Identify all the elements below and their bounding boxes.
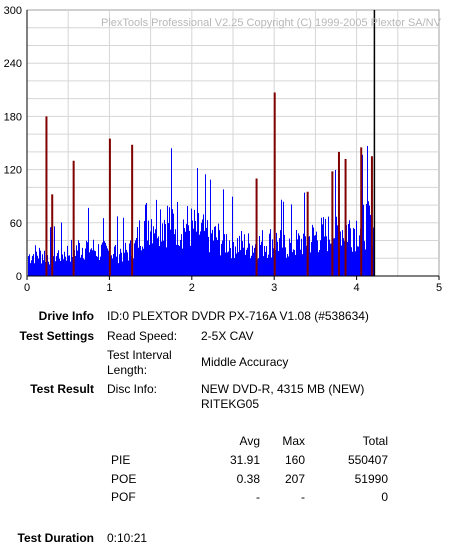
y-tick-label: 60 — [10, 218, 22, 230]
stats-row-poe-name: POE — [111, 472, 137, 486]
x-tick-label: 2 — [189, 282, 195, 294]
interval-value: Middle Accuracy — [201, 355, 289, 369]
x-tick-label: 1 — [106, 282, 112, 294]
stats-row-poe-total: 51990 — [354, 472, 388, 486]
stats-row-pie-total: 550407 — [347, 453, 388, 467]
y-tick-label: 300 — [4, 5, 22, 17]
test-result-label: Test Result — [30, 382, 94, 396]
chart-svg: 0 1 2 3 4 5 0 60 120 180 240 300 PlexTools Professi… — [4, 5, 442, 294]
stats-header-max: Max — [282, 434, 305, 448]
x-tick-label: 0 — [24, 282, 30, 294]
test-duration-label: Test Duration — [17, 531, 94, 545]
stats-row-poe-avg: 0.38 — [236, 472, 260, 486]
drive-info-label: Drive Info — [38, 309, 94, 323]
disc-info-label: Disc Info: — [107, 382, 158, 396]
stats-row-pof-avg: - — [256, 490, 260, 504]
drive-info-value: ID:0 PLEXTOR DVDR PX-716A V1.08 (#538634… — [107, 309, 369, 323]
stats-header-avg: Avg — [239, 434, 260, 448]
error-chart: 0 1 2 3 4 5 0 60 120 180 240 300 PlexTools Professi… — [4, 5, 442, 294]
chart-watermark: PlexTools Professional V2.25 Copyright (… — [101, 17, 442, 29]
x-tick-label: 3 — [271, 282, 277, 294]
interval-label-line1: Test Interval — [107, 348, 172, 362]
chart-bars — [28, 10, 376, 276]
stats-row-pof-name: POF — [111, 490, 136, 504]
x-tick-label: 4 — [354, 282, 360, 294]
read-speed-value: 2-5X CAV — [201, 329, 254, 343]
interval-label-line2: Length: — [107, 363, 148, 377]
disc-info-line1: NEW DVD-R, 4315 MB (NEW) — [201, 382, 365, 396]
y-tick-label: 180 — [4, 111, 22, 123]
x-tick-label: 5 — [436, 282, 442, 294]
y-tick-label: 240 — [4, 58, 22, 70]
chart-axes: 0 1 2 3 4 5 0 60 120 180 240 300 — [4, 5, 442, 294]
y-tick-label: 0 — [16, 271, 22, 283]
stats-row-pie-avg: 31.91 — [229, 453, 260, 467]
disc-info-line2: RITEKG05 — [201, 397, 260, 411]
stats-row-poe-max: 207 — [284, 472, 305, 486]
test-duration-value: 0:10:21 — [107, 531, 148, 545]
stats-row-pie-name: PIE — [111, 453, 131, 467]
stats-row-pof-max: - — [301, 490, 305, 504]
test-settings-label: Test Settings — [19, 329, 94, 343]
read-speed-label: Read Speed: — [107, 329, 178, 343]
y-tick-label: 120 — [4, 165, 22, 177]
stats-header-total: Total — [362, 434, 388, 448]
stats-row-pof-total: 0 — [381, 490, 388, 504]
stats-row-pie-max: 160 — [284, 453, 305, 467]
